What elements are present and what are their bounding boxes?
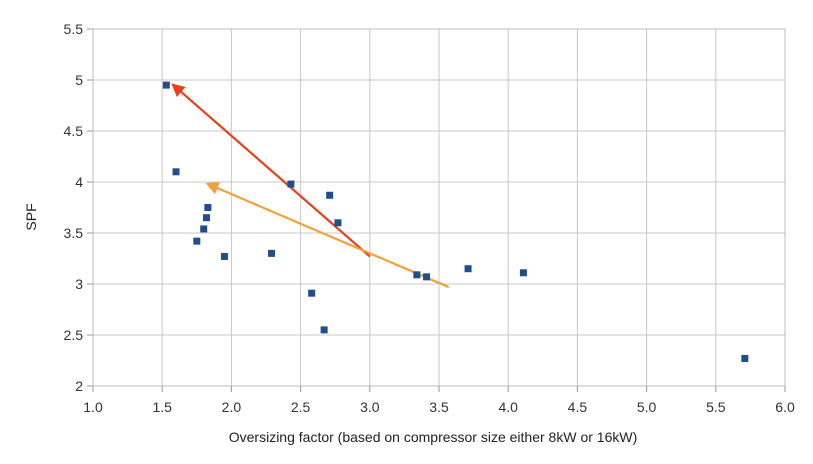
trend-arrows	[171, 83, 450, 289]
y-tick-label: 5	[75, 72, 83, 88]
data-points	[162, 81, 749, 362]
x-tick-label: 5.5	[706, 399, 726, 415]
data-point	[287, 180, 295, 188]
data-point	[413, 271, 421, 279]
x-tick-label: 2.5	[291, 399, 311, 415]
data-point	[464, 265, 472, 273]
x-axis-title: Oversizing factor (based on compressor s…	[229, 429, 637, 445]
data-point	[204, 204, 212, 211]
y-tick-label: 4	[75, 174, 83, 190]
y-tick-label: 5.5	[64, 21, 84, 37]
y-tick-label: 2	[75, 378, 83, 394]
data-point	[268, 249, 276, 257]
data-point	[193, 237, 201, 245]
x-tick-label: 5.0	[637, 399, 657, 415]
x-tick-label: 3.0	[360, 399, 380, 415]
data-point	[172, 168, 180, 176]
x-tick-label: 4.0	[498, 399, 518, 415]
data-point	[334, 219, 342, 227]
data-point	[519, 269, 527, 277]
data-point	[202, 214, 210, 222]
data-point	[308, 289, 316, 297]
x-axis-ticks: 1.0 1.5 2.0 2.5 3.0 3.5 4.0 4.5 5.0 5.5 6.0	[83, 386, 795, 415]
y-tick-label: 4.5	[64, 123, 84, 139]
gridlines	[92, 28, 786, 387]
red-trend-arrow	[171, 83, 371, 258]
x-tick-label: 4.5	[568, 399, 588, 415]
data-point	[162, 81, 170, 89]
y-tick-label: 2.5	[64, 327, 84, 343]
data-point	[200, 225, 208, 233]
x-tick-label: 1.0	[83, 399, 103, 415]
y-tick-label: 3.5	[64, 225, 84, 241]
data-point	[326, 191, 334, 199]
data-point	[220, 252, 228, 260]
y-tick-label: 3	[75, 276, 83, 292]
x-tick-label: 2.0	[222, 399, 242, 415]
y-axis-ticks: 2 2.5 3 3.5 4 4.5 5 5.5	[64, 21, 93, 394]
data-point	[741, 354, 749, 362]
x-tick-label: 1.5	[152, 399, 172, 415]
orange-trend-arrow	[205, 182, 450, 289]
x-tick-label: 3.5	[429, 399, 449, 415]
data-point	[423, 273, 431, 281]
y-axis-title: SPF	[23, 203, 39, 230]
x-tick-label: 6.0	[775, 399, 795, 415]
data-point	[320, 326, 328, 334]
